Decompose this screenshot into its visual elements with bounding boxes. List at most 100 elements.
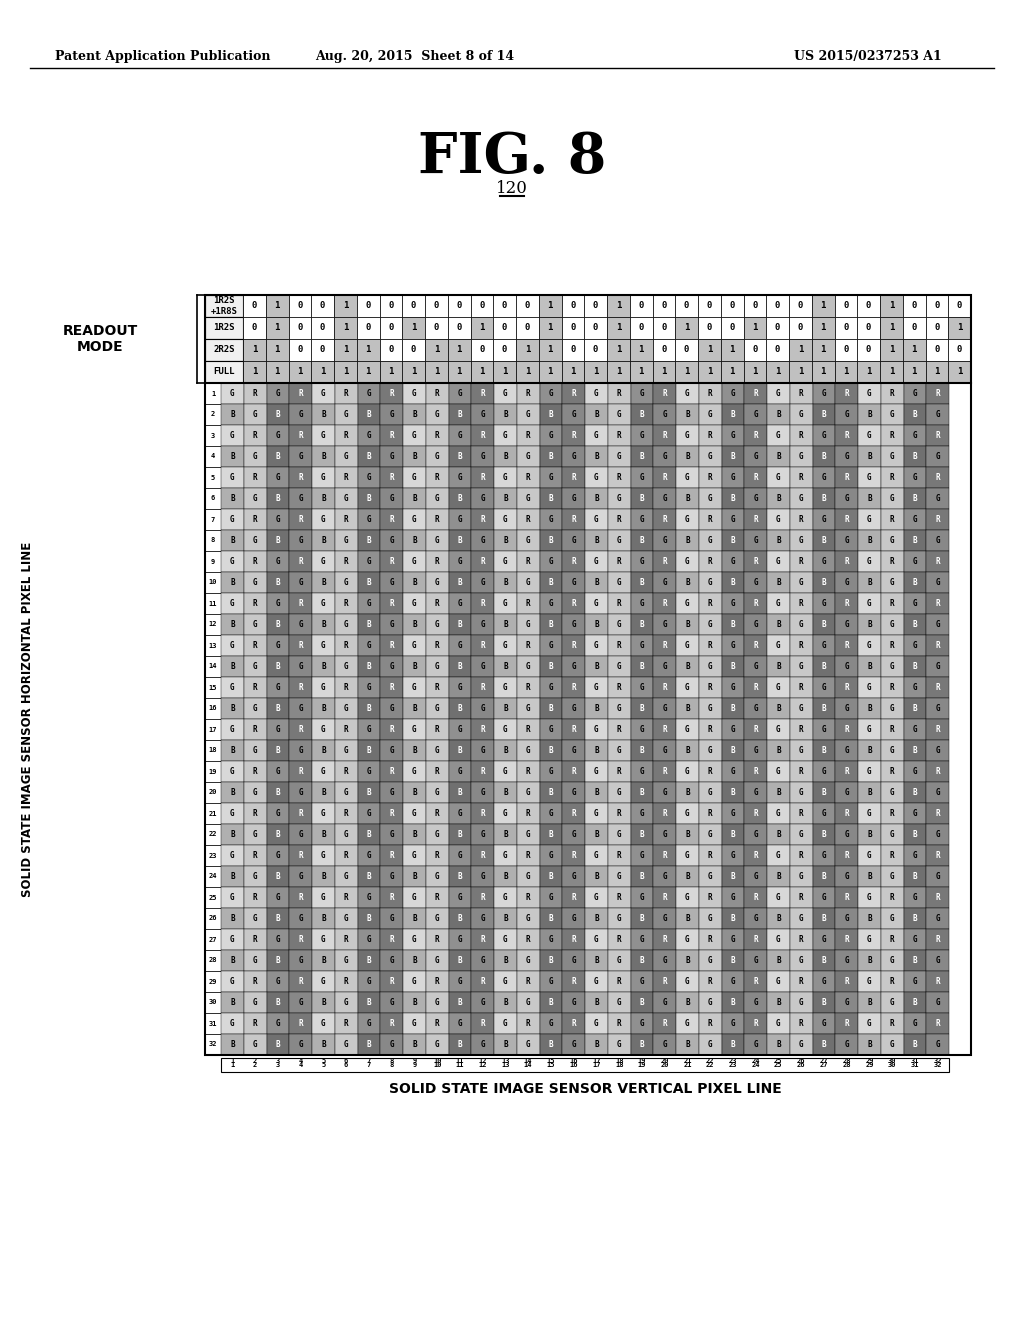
Bar [767,845,790,866]
Text: G: G [935,830,940,840]
Text: 18: 18 [209,747,217,754]
Text: B: B [230,451,234,461]
Bar [289,593,312,614]
Text: R: R [799,642,804,649]
Bar [698,993,722,1012]
Bar [744,614,767,635]
Text: 1: 1 [319,367,326,376]
Text: R: R [799,432,804,440]
Bar [926,339,948,360]
Bar [289,741,312,762]
Bar [698,929,722,950]
Bar [357,425,380,446]
Text: G: G [754,536,758,545]
Bar [312,404,335,425]
Bar [903,993,927,1012]
Bar [631,993,653,1012]
Text: G: G [230,432,234,440]
Bar [205,719,221,741]
Text: G: G [435,1040,439,1049]
Bar [205,635,221,656]
Text: G: G [935,536,940,545]
Text: G: G [594,599,599,609]
Bar [698,446,722,467]
Bar [205,593,221,614]
Bar [653,446,676,467]
Bar [517,656,540,677]
Bar [722,446,744,467]
Bar [881,572,903,593]
Text: G: G [754,873,758,880]
Text: R: R [253,682,257,692]
Text: G: G [912,642,918,649]
Text: 1: 1 [524,346,530,355]
Text: 19: 19 [638,1063,646,1068]
Bar [221,677,244,698]
Text: R: R [389,851,394,861]
Bar [652,339,675,360]
Text: G: G [799,411,804,418]
Text: 1: 1 [729,346,735,355]
Bar [790,572,812,593]
Bar [767,635,790,656]
Bar [743,294,766,317]
Text: G: G [867,432,871,440]
Bar [790,550,812,572]
Text: G: G [912,389,918,399]
Text: G: G [799,913,804,923]
Text: R: R [525,725,530,734]
Bar [289,803,312,824]
Text: 0: 0 [366,323,371,333]
Bar [722,593,744,614]
Text: G: G [730,977,735,986]
Bar [312,972,335,993]
Bar [403,741,426,762]
Bar [517,698,540,719]
Text: G: G [776,894,780,902]
Text: B: B [776,451,780,461]
Text: G: G [435,451,439,461]
Bar [517,383,540,404]
Text: 4: 4 [211,454,215,459]
Bar [631,719,653,741]
Text: 25: 25 [209,895,217,900]
Text: B: B [322,1040,326,1049]
Text: G: G [935,663,940,671]
Bar [426,1034,449,1055]
Bar [403,425,426,446]
Text: B: B [912,451,918,461]
Bar [608,425,631,446]
Bar [335,677,357,698]
Text: G: G [389,746,394,755]
Bar [881,781,903,803]
Bar [608,446,631,467]
Text: G: G [275,1019,281,1028]
Text: R: R [253,725,257,734]
Text: G: G [367,894,371,902]
Text: G: G [389,704,394,713]
Text: 23: 23 [209,853,217,858]
Bar [676,824,698,845]
Text: B: B [503,830,508,840]
Text: G: G [253,620,257,630]
Text: B: B [640,873,644,880]
Bar [676,510,698,531]
Text: G: G [322,642,326,649]
Text: B: B [549,956,553,965]
Text: 1: 1 [707,367,712,376]
Bar [676,383,698,404]
Text: B: B [275,1040,281,1049]
Text: R: R [799,557,804,566]
Bar [585,510,608,531]
Text: 15: 15 [547,1063,555,1068]
Text: 5: 5 [322,1063,326,1068]
Text: G: G [730,473,735,482]
Text: G: G [685,557,690,566]
Text: B: B [594,830,599,840]
Text: B: B [503,746,508,755]
Bar [698,866,722,887]
Bar [836,781,858,803]
Bar [653,972,676,993]
Bar [205,929,221,950]
Text: G: G [663,746,667,755]
